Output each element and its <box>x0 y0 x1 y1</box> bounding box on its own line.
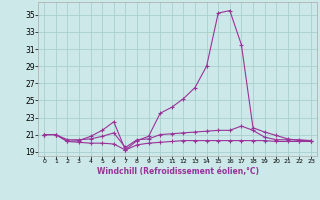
X-axis label: Windchill (Refroidissement éolien,°C): Windchill (Refroidissement éolien,°C) <box>97 167 259 176</box>
